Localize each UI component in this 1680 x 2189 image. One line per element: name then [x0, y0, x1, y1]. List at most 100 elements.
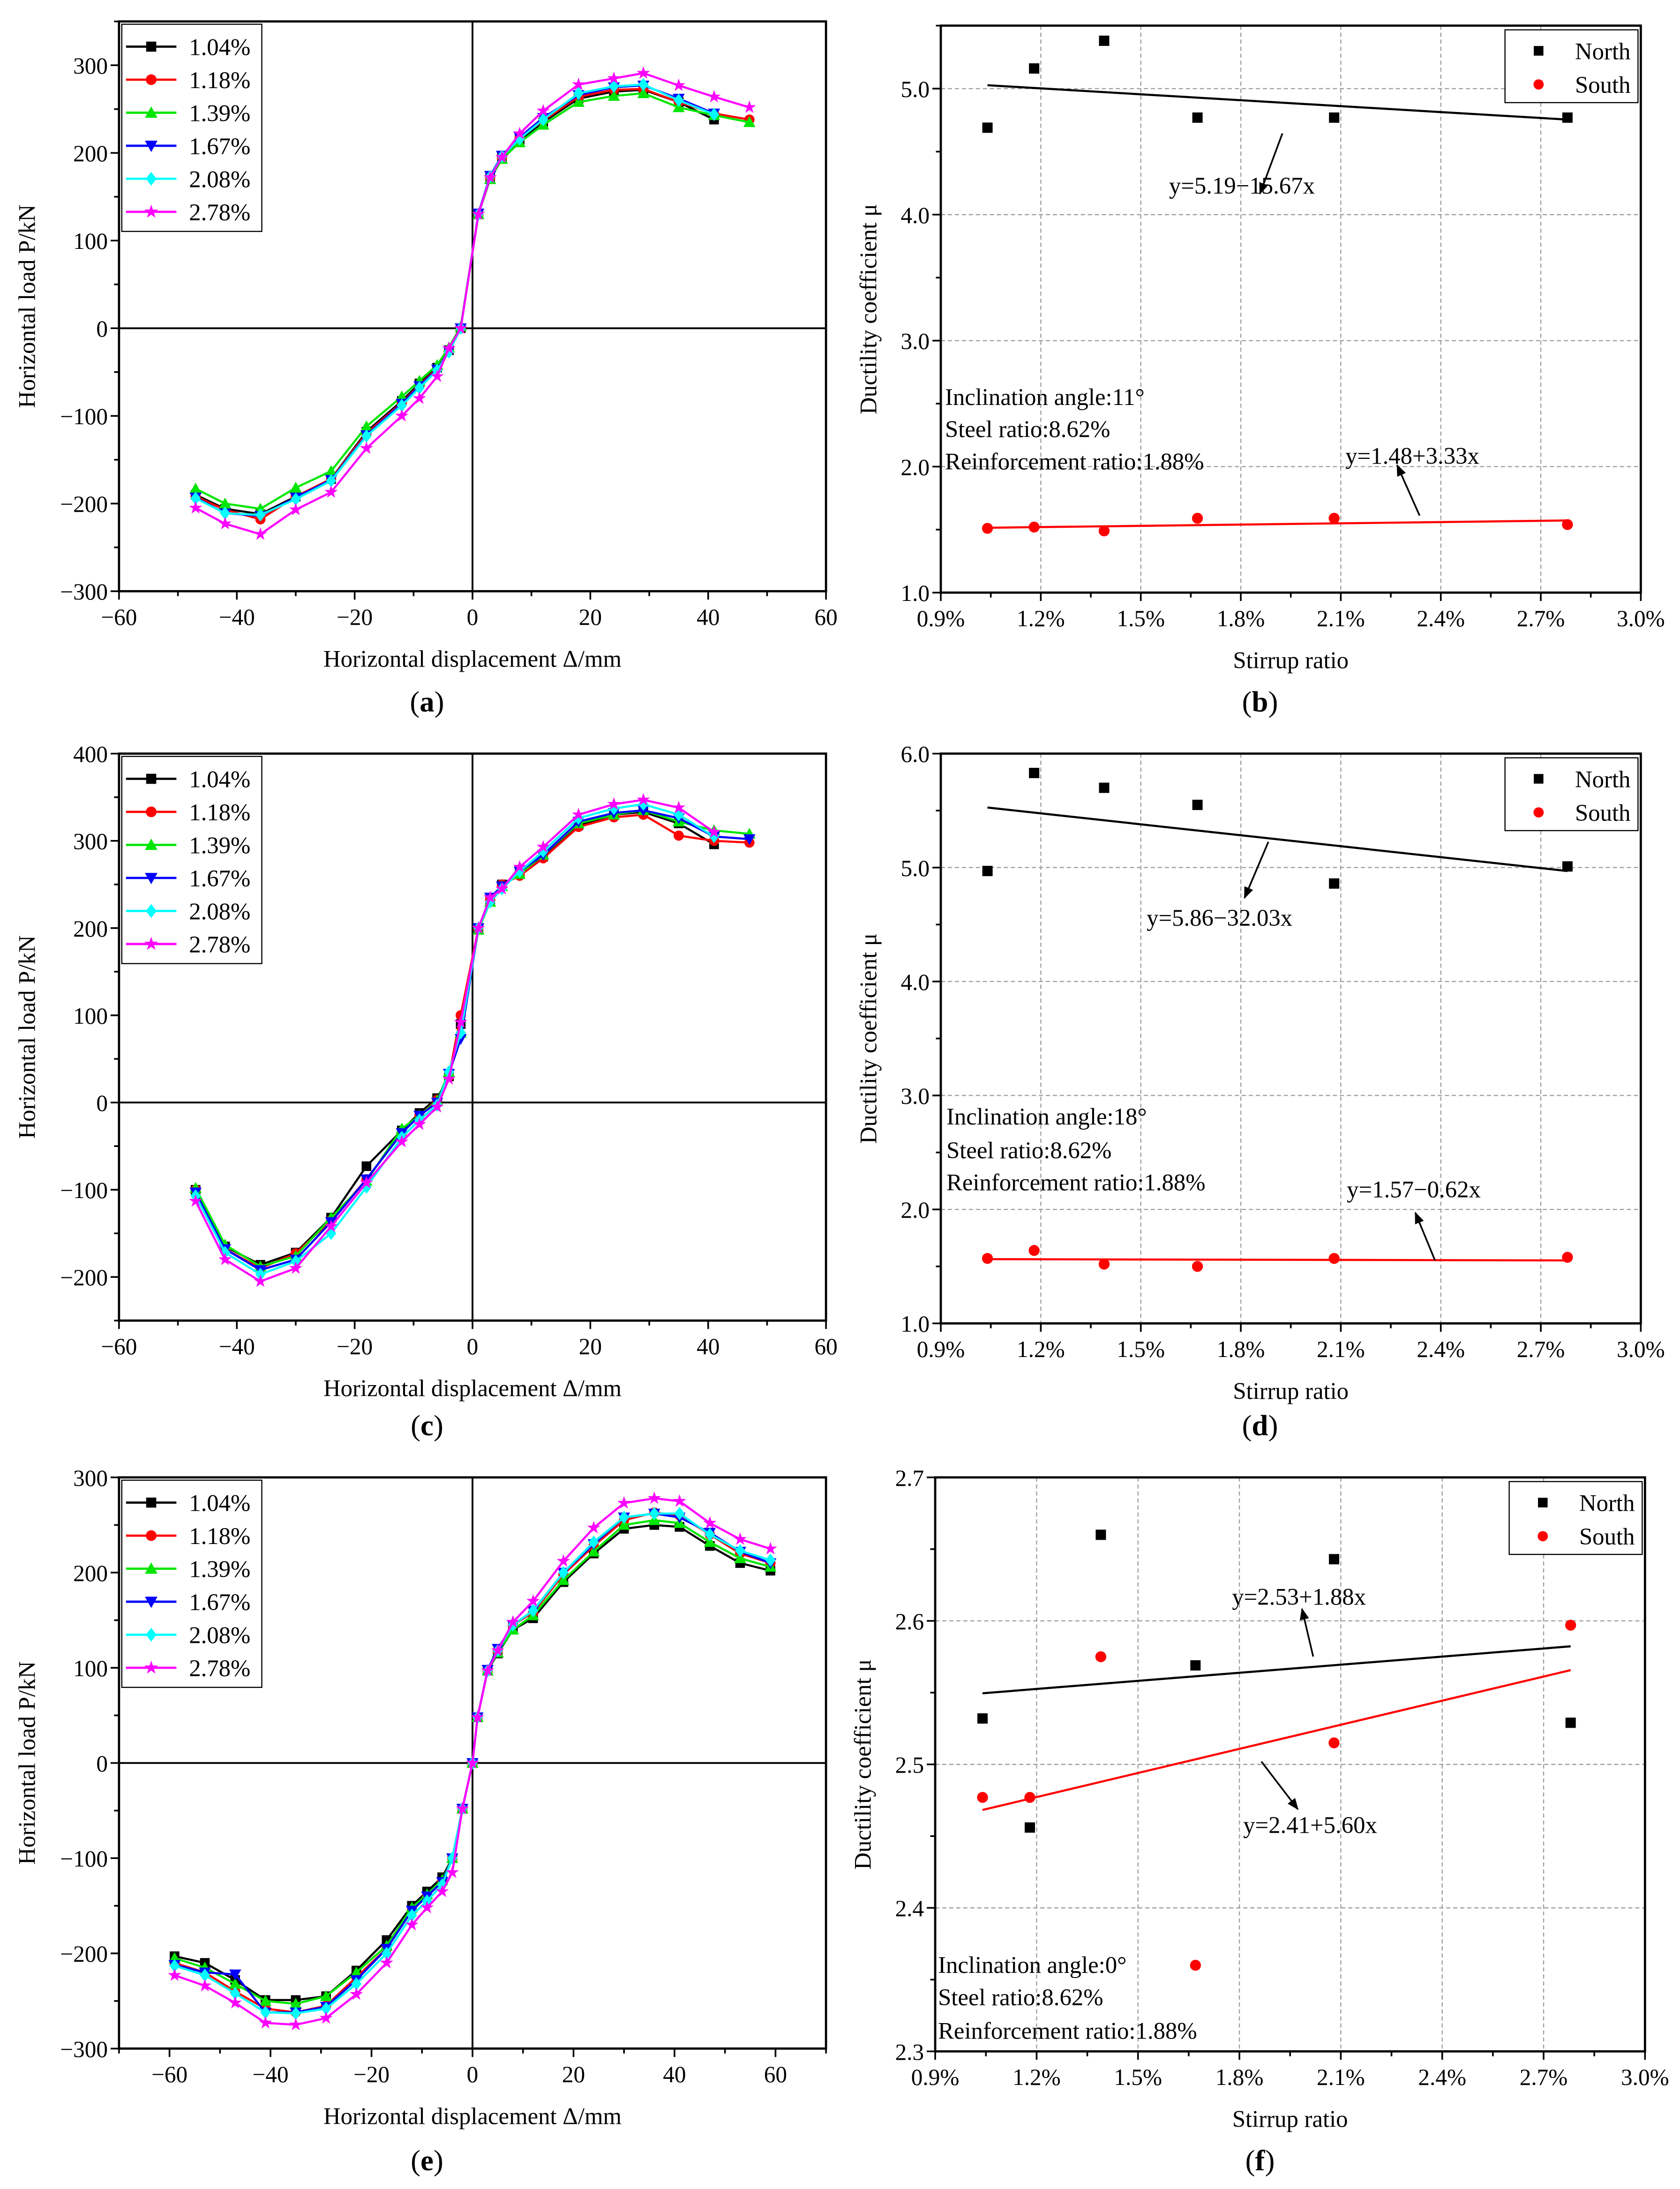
marker-circle [1098, 1259, 1110, 1270]
marker-star [289, 2017, 302, 2031]
marker-diamond [381, 1947, 392, 1960]
y-tick-label: −100 [60, 1177, 108, 1203]
marker-circle [1192, 1261, 1203, 1272]
y-axis-label: Ductility coefficient μ [850, 1659, 876, 1870]
legend-label: 1.39% [189, 100, 250, 126]
panel-label: (e) [411, 2144, 443, 2177]
panel-label: (a) [410, 685, 444, 718]
fit-equation: y=1.57−0.62x [1347, 1177, 1481, 1203]
y-tick-label: 3.0 [901, 1083, 930, 1109]
marker-star [707, 825, 721, 838]
legend: North South [1508, 1481, 1643, 1555]
legend-label: 2.78% [189, 931, 250, 958]
y-tick-label: 1.0 [901, 1311, 930, 1337]
x-tick-label: 1.5% [1114, 2064, 1162, 2090]
y-tick-label: 6.0 [901, 742, 930, 767]
legend-label: 1.67% [189, 865, 250, 892]
plot-frame [939, 24, 1642, 594]
marker-diamond [260, 2006, 271, 2019]
annotation-arrow [1300, 1608, 1314, 1657]
marker-star [319, 2011, 333, 2024]
marker-circle [977, 1792, 988, 1803]
marker-star [420, 1901, 434, 1913]
paren: ( [411, 1409, 420, 1442]
x-tick-label: −60 [151, 2062, 188, 2087]
y-tick-label: 5.0 [901, 76, 930, 102]
fit-line [987, 1258, 1568, 1262]
marker-triangle-up [290, 481, 302, 493]
marker-triangle-down [145, 873, 158, 885]
marker-circle [146, 1530, 157, 1541]
y-tick-label: 2.7 [895, 1465, 924, 1491]
marker-circle [1562, 1252, 1573, 1263]
y-tick-label: 100 [73, 1003, 108, 1029]
marker-diamond [573, 86, 584, 100]
x-axis-label: Horizontal displacement Δ/mm [323, 2103, 622, 2129]
info-text: Inclination angle:18° [946, 1103, 1147, 1130]
x-tick-label: 20 [579, 604, 602, 630]
x-tick-label: 0 [467, 2062, 479, 2087]
panel-label: (d) [1242, 1409, 1278, 1442]
legend-box [1504, 757, 1639, 832]
x-tick-label: −60 [101, 1334, 137, 1359]
marker-star [607, 797, 621, 810]
y-tick-label: 300 [73, 53, 108, 79]
marker-star [617, 1496, 631, 1509]
marker-star [483, 891, 497, 903]
plot-frame [118, 752, 827, 1322]
marker-square [982, 866, 993, 877]
marker-diamond [146, 1627, 157, 1642]
marker-diamond [255, 1267, 266, 1281]
x-tick-label: −20 [353, 2062, 390, 2087]
y-tick-label: 200 [73, 916, 108, 942]
x-tick-label: 1.8% [1217, 1336, 1265, 1362]
plot-frame [118, 1476, 827, 2050]
legend-label: North [1579, 1490, 1635, 1516]
fit-equation: y=5.86−32.03x [1147, 905, 1292, 931]
series-South: y=2.41+5.60x [977, 1619, 1576, 1971]
panel-letter: c [420, 1409, 434, 1442]
marker-star [472, 207, 485, 220]
marker-triangle-down [145, 1597, 158, 1608]
x-axis-label: Horizontal displacement Δ/mm [323, 646, 622, 672]
marker-diamond [200, 1968, 210, 1982]
marker-diamond [528, 1604, 539, 1618]
marker-triangle-up [325, 465, 338, 476]
marker-star [495, 882, 509, 895]
series-2.78% [189, 793, 721, 1287]
marker-circle [1562, 519, 1573, 530]
x-tick-label: 1.2% [1012, 2064, 1061, 2090]
panel-letter: a [420, 685, 434, 718]
y-tick-label: 200 [73, 141, 108, 166]
y-tick-label: 4.0 [901, 202, 930, 228]
series-South: y=1.48+3.33x [982, 443, 1573, 537]
marker-triangle-up [704, 1536, 716, 1547]
y-tick-label: −300 [60, 2036, 108, 2062]
marker-diamond [397, 398, 407, 412]
legend-label: South [1575, 800, 1631, 826]
legend-label: 2.08% [189, 166, 250, 192]
legend-label: South [1579, 1523, 1635, 1550]
marker-diamond [414, 381, 425, 395]
marker-circle [1192, 513, 1203, 524]
marker-diamond [146, 904, 157, 918]
info-text: Inclination angle:11° [945, 384, 1145, 410]
marker-triangle-up [259, 1995, 272, 2006]
y-tick-label: 3.0 [901, 329, 930, 354]
marker-star [454, 321, 467, 334]
x-tick-label: 1.8% [1215, 2064, 1264, 2090]
x-axis-label: Horizontal displacement Δ/mm [323, 1375, 622, 1402]
marker-triangle-up [219, 497, 231, 509]
x-tick-label: 2.4% [1418, 2064, 1466, 2090]
marker-square [977, 1713, 988, 1724]
marker-star [536, 104, 550, 117]
marker-square [146, 773, 157, 784]
panel-letter: d [1252, 1409, 1268, 1442]
marker-star [491, 1643, 504, 1657]
panel-label: (b) [1242, 685, 1278, 718]
x-tick-label: 60 [764, 2062, 787, 2087]
x-axis-label: Stirrup ratio [1233, 1378, 1349, 1404]
marker-triangle-down [229, 1969, 241, 1980]
marker-star [445, 1865, 459, 1878]
